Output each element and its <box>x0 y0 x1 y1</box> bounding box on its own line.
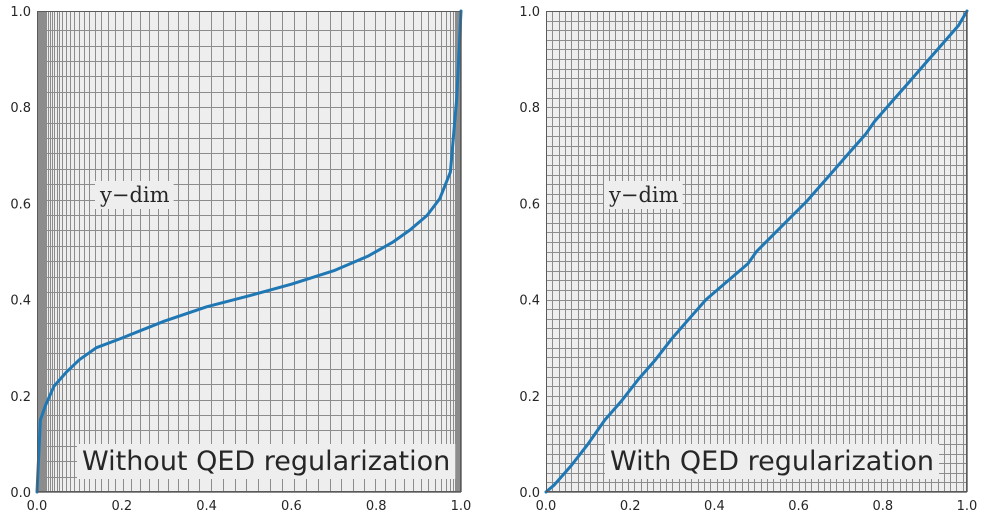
y-tick-label: 0.6 <box>519 197 540 212</box>
chart-panel-1: 0.0 0.2 0.4 0.6 0.8 1.0 0.0 0.2 0.4 0.6 0.8 1.0 y−di… <box>10 5 471 514</box>
data-series-line <box>544 9 969 494</box>
plot-background <box>37 11 461 492</box>
y-tick-label: 0.8 <box>519 101 540 116</box>
x-tick-label: 0.4 <box>704 499 725 514</box>
annotation-background <box>604 181 683 209</box>
chart-panel-2: 0.0 0.2 0.4 0.6 0.8 1.0 0.0 0.2 0.4 0.6 0.8 1.0 y−di… <box>519 5 977 514</box>
x-tick-label: 0.0 <box>27 499 48 514</box>
x-tick-label: 0.2 <box>620 499 641 514</box>
y-tick-label: 0.4 <box>10 294 31 309</box>
x-tick-label: 0.6 <box>281 499 302 514</box>
x-tick-label: 0.6 <box>788 499 809 514</box>
panel-caption: With QED regularization <box>610 446 934 477</box>
caption-background <box>77 444 456 479</box>
axes-frame <box>546 11 967 492</box>
axes-frame <box>37 11 461 492</box>
dimension-annotation: y−dim <box>608 183 679 207</box>
y-tick-label: 0.6 <box>10 197 31 212</box>
x-tick-label: 1.0 <box>957 499 978 514</box>
y-tick-label: 0.8 <box>10 101 31 116</box>
y-tick-label: 0.0 <box>10 486 31 501</box>
dimension-annotation: y−dim <box>99 183 170 207</box>
y-tick-label: 0.4 <box>519 294 540 309</box>
y-tick-label: 0.2 <box>519 390 540 405</box>
y-tick-label: 1.0 <box>10 5 31 20</box>
y-tick-label: 0.2 <box>10 390 31 405</box>
panel-caption: Without QED regularization <box>82 446 450 477</box>
data-series-line <box>35 9 463 494</box>
x-tick-label: 0.8 <box>366 499 387 514</box>
x-tick-label: 0.0 <box>536 499 557 514</box>
y-tick-label: 0.0 <box>519 486 540 501</box>
annotation-background <box>95 181 174 209</box>
mesh-grid <box>37 11 462 493</box>
y-tick-label: 1.0 <box>519 5 540 20</box>
x-tick-label: 1.0 <box>451 499 472 514</box>
x-tick-label: 0.2 <box>111 499 132 514</box>
caption-background <box>605 444 940 479</box>
x-tick-label: 0.4 <box>196 499 217 514</box>
x-tick-label: 0.8 <box>872 499 893 514</box>
